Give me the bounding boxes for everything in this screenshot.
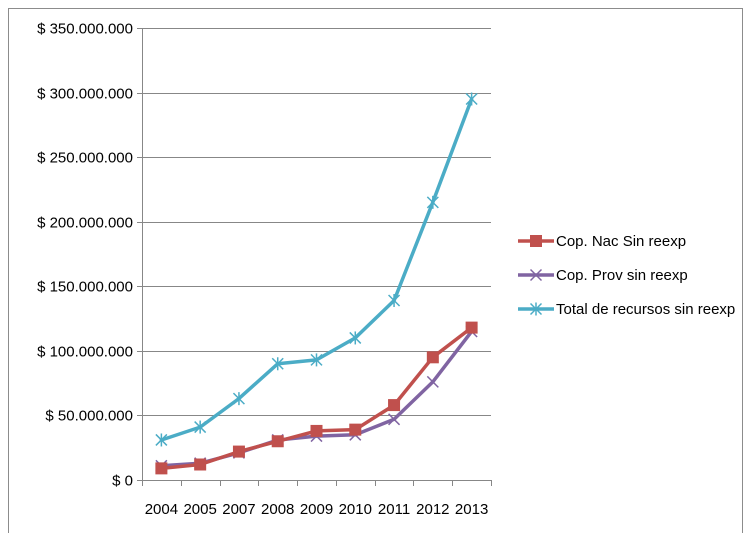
gridlines	[142, 28, 491, 416]
x-tick-label: 2009	[300, 501, 333, 518]
x-tick-label: 2010	[339, 501, 372, 518]
data-point	[349, 423, 362, 436]
legend-label: Cop. Prov sin reexp	[556, 267, 688, 284]
data-point	[232, 445, 245, 458]
x-tick-label: 2011	[378, 501, 410, 518]
y-axis-tick-labels: $ 0 $ 50.000.000 $ 100.000.000 $ 150.000.00…	[37, 21, 133, 490]
y-tick-label: $ 250.000.000	[37, 150, 133, 167]
data-point	[388, 293, 401, 307]
x-tick-label: 2007	[222, 501, 255, 518]
data-point	[310, 424, 323, 437]
data-point	[529, 268, 543, 282]
data-point	[426, 195, 439, 209]
data-point	[155, 433, 168, 447]
data-point	[426, 351, 439, 364]
y-tick-label: $ 0	[112, 473, 133, 490]
x-axis-tick-labels: 2004 2005 2007 2008 2009 2010 2011 2012 2013	[145, 501, 489, 518]
data-point	[465, 92, 478, 106]
data-point	[388, 399, 401, 412]
data-point	[232, 392, 245, 406]
data-point	[349, 331, 362, 345]
series-layer	[155, 92, 478, 475]
data-point	[271, 435, 284, 448]
data-point	[465, 321, 478, 334]
data-point	[271, 357, 284, 371]
legend-label: Cop. Nac Sin reexp	[556, 233, 686, 250]
y-tick-label: $ 100.000.000	[37, 344, 133, 361]
data-point	[194, 420, 207, 434]
x-tick-label: 2004	[145, 501, 178, 518]
legend-item: Cop. Prov sin reexp	[518, 267, 688, 284]
y-tick-label: $ 150.000.000	[37, 279, 133, 296]
x-tick-label: 2012	[416, 501, 449, 518]
data-point	[426, 375, 439, 388]
y-tick-label: $ 50.000.000	[45, 408, 133, 425]
axes	[137, 28, 492, 486]
legend-item: Total de recursos sin reexp	[518, 301, 735, 318]
y-tick-label: $ 200.000.000	[37, 215, 133, 232]
data-point	[155, 462, 168, 475]
series-3	[155, 92, 478, 447]
data-point	[310, 353, 323, 367]
series-1	[155, 321, 478, 475]
x-tick-label: 2013	[455, 501, 488, 518]
x-tick-label: 2005	[183, 501, 216, 518]
legend-item: Cop. Nac Sin reexp	[518, 233, 686, 250]
data-point	[530, 235, 542, 247]
data-point	[529, 302, 543, 316]
data-point	[194, 458, 207, 471]
data-point	[388, 413, 401, 426]
chart-border	[8, 8, 743, 533]
legend-label: Total de recursos sin reexp	[556, 301, 735, 318]
x-tick-label: 2008	[261, 501, 294, 518]
y-tick-label: $ 350.000.000	[37, 21, 133, 38]
legend: Cop. Nac Sin reexp Cop. Prov sin reexp Tot…	[518, 233, 735, 318]
y-tick-label: $ 300.000.000	[37, 86, 133, 103]
